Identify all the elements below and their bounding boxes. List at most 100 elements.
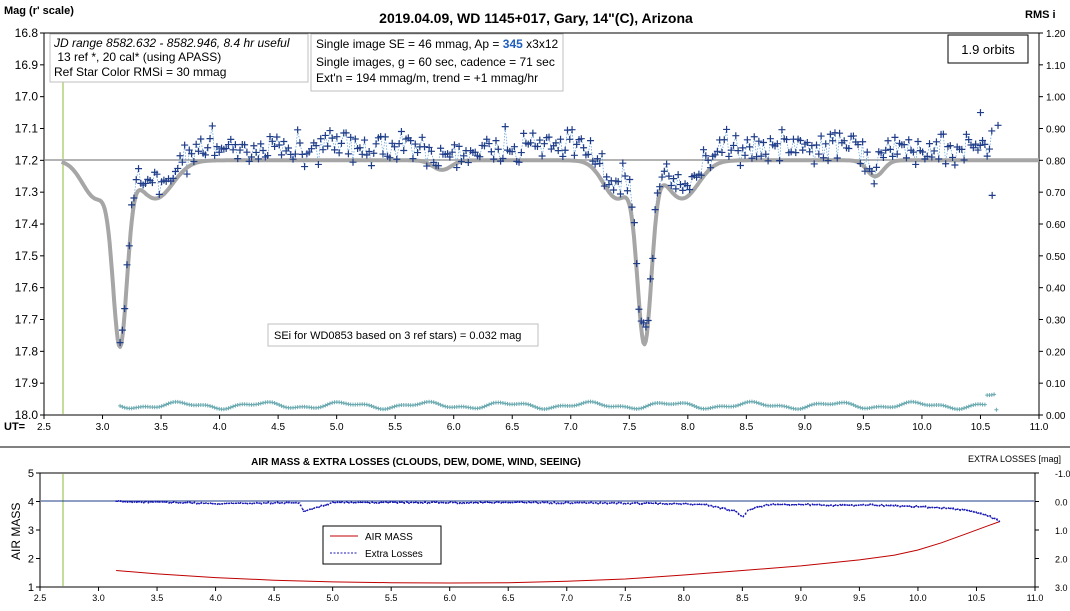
rms-point [858,405,863,410]
extra-losses-point [276,501,279,504]
extra-losses-point [903,505,906,507]
extra-losses-point [154,500,157,503]
data-point [386,154,394,162]
rms-point [802,405,807,410]
data-point [815,150,823,158]
data-point [799,146,807,154]
data-point [764,157,772,165]
data-point [872,163,880,171]
data-point [388,139,396,147]
extra-losses-point [989,514,991,517]
data-point [460,152,468,160]
extra-losses-point [304,510,307,512]
data-point [776,157,784,165]
rms-point [182,401,187,406]
rms-point [844,400,849,405]
top-y-tick-label-right: 0.10 [1046,379,1066,390]
extra-losses-point [336,501,339,503]
data-point [614,178,622,186]
bottom-x-tick-label: 6.0 [443,593,456,603]
data-point [810,160,818,168]
data-point [755,137,763,145]
extra-losses-point [308,508,311,511]
extra-losses-point [230,502,233,504]
extra-losses-point [212,502,214,505]
extra-losses-point [541,501,544,503]
extra-losses-point [285,501,288,504]
rms-point [782,404,787,409]
rms-point [526,402,531,407]
data-point [367,162,375,170]
extra-losses-point [391,501,394,504]
extra-losses-point [913,506,915,509]
extra-losses-point [382,501,385,504]
extra-losses-point [525,502,528,504]
extra-losses-point [415,501,417,504]
extra-losses-point [207,502,210,505]
data-point [617,190,625,198]
data-point [819,154,827,162]
rms-point [625,405,630,410]
extra-losses-point [998,520,1001,523]
rms-point [576,402,581,407]
extra-losses-point [670,503,673,505]
extra-losses-point [481,502,484,504]
data-point [268,137,276,145]
extra-losses-point [841,503,844,506]
extra-losses-point [763,504,765,507]
rms-point [708,406,713,411]
extra-losses-point [184,501,187,504]
extra-losses-point [135,501,138,504]
data-point [817,132,825,140]
extra-losses-point [638,503,641,506]
extra-losses-point [991,517,994,520]
extra-losses-point [366,501,369,504]
extra-losses-point [984,513,987,516]
bottom-y-tick-label-right: 3.0 [1055,583,1068,593]
data-point [324,142,332,150]
rms-point [535,405,540,410]
data-point [358,150,366,158]
rms-point [434,401,439,406]
data-point [204,144,212,152]
info-box-1 [49,33,309,83]
extra-losses-point [860,504,862,506]
data-point [418,133,426,141]
data-point [517,149,525,157]
data-point [932,138,940,146]
data-point [328,134,336,142]
rms-point [371,404,376,409]
model-curve-line [60,158,1040,349]
extra-losses-point [115,500,117,502]
data-point [356,144,364,152]
rms-point [184,402,189,407]
data-point [312,142,320,150]
extra-losses-point [592,502,595,505]
extra-losses-point [419,501,422,504]
top-plot-area [43,32,1040,416]
data-point [400,146,408,154]
data-point [301,163,309,171]
extra-losses-point [938,507,941,509]
extra-losses-point [765,503,768,506]
rms-point [321,404,326,409]
extra-losses-point [274,501,277,504]
extra-losses-point [507,501,509,504]
top-y-tick-label-right: 1.00 [1046,93,1066,104]
info-box-2-line-1-pre: Single image SE = 46 mmag, Ap = [316,37,503,51]
extra-losses-point [973,510,975,513]
data-point [882,146,890,154]
rms-point [694,404,699,409]
extra-losses-point [262,502,265,504]
bottom-y-tick-label-left: 2 [28,554,34,566]
extra-losses-point [216,503,219,506]
extra-losses-point [200,501,203,504]
data-point [169,174,177,182]
bottom-y-ticks-left: 5 4 3 2 1 [28,468,40,594]
data-point [448,148,456,156]
bottom-x-tick-label: 2.5 [34,593,47,603]
extra-losses-point [920,505,922,508]
rms-point [279,403,284,408]
extra-losses-point [198,502,201,505]
extra-losses-point [278,502,281,505]
